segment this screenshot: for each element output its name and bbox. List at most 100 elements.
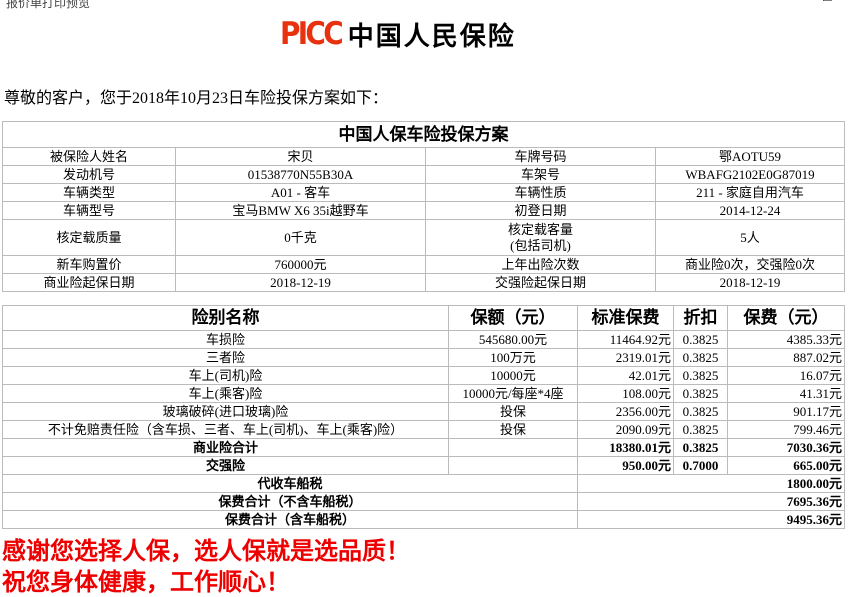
- field-value: 商业险0次，交强险0次: [655, 255, 845, 274]
- standard-premium: 11464.92元: [577, 330, 674, 349]
- field-value: 宝马BMW X6 35i越野车: [175, 201, 426, 220]
- logo-name: 中国人民保险: [347, 21, 516, 52]
- discount: 0.3825: [673, 402, 728, 421]
- field-label: 交强险起保日期: [425, 273, 656, 292]
- wish-message: 祝您身体健康，工作顺心！: [2, 570, 290, 596]
- label: 代收车船税: [2, 474, 578, 493]
- field-label: 新车购置价: [2, 255, 176, 274]
- label: 商业险合计: [2, 438, 449, 457]
- standard-premium: 42.01元: [577, 366, 674, 385]
- close-button[interactable]: ✕: [850, 0, 860, 4]
- premium: 901.17元: [727, 402, 845, 421]
- coverage-name: 车上(乘客)险: [2, 384, 449, 403]
- logo-brand: PICC: [280, 16, 344, 52]
- info-row: 新车购置价 760000元 上年出险次数 商业险0次，交强险0次: [2, 255, 845, 274]
- discount: 0.3825: [673, 438, 728, 457]
- field-label: 车牌号码: [425, 147, 656, 166]
- field-value: 2018-12-19: [655, 273, 845, 292]
- total-incl-tax-row: 保费合计（含车船税） 9495.36元: [2, 510, 845, 529]
- empty-cell: [448, 438, 578, 457]
- standard-premium: 2319.01元: [577, 348, 674, 367]
- field-label: 初登日期: [425, 201, 656, 220]
- coverage-name: 不计免赔责任险（含车损、三者、车上(司机)、车上(乘客)险）: [2, 420, 449, 439]
- field-label: 商业险起保日期: [2, 273, 176, 292]
- empty-cell: [448, 456, 578, 475]
- field-value: 宋贝: [175, 147, 426, 166]
- insured-amount: 10000元: [448, 366, 578, 385]
- field-label: 车辆类型: [2, 183, 176, 202]
- field-value: 01538770N55B30A: [175, 165, 426, 184]
- window-title: 报价单打印预览: [6, 0, 91, 10]
- value: 9495.36元: [577, 510, 845, 529]
- field-value: 2014-12-24: [655, 201, 845, 220]
- standard-premium: 108.00元: [577, 384, 674, 403]
- compulsory-row: 交强险 950.00元 0.7000 665.00元: [2, 456, 845, 475]
- field-value: 0千克: [175, 219, 426, 256]
- vehicle-tax-row: 代收车船税 1800.00元: [2, 474, 845, 493]
- minimize-button[interactable]: —: [800, 0, 812, 4]
- field-label: 车辆型号: [2, 201, 176, 220]
- field-value: 211 - 家庭自用汽车: [655, 183, 845, 202]
- premium: 665.00元: [727, 456, 845, 475]
- value: 1800.00元: [577, 474, 845, 493]
- discount: 0.3825: [673, 420, 728, 439]
- column-header: 险别名称: [2, 305, 449, 331]
- standard-premium: 2356.00元: [577, 402, 674, 421]
- field-label: 发动机号: [2, 165, 176, 184]
- standard-premium: 2090.09元: [577, 420, 674, 439]
- coverage-header-row: 险别名称 保额（元） 标准保费 折扣 保费（元）: [2, 305, 845, 331]
- field-label: 被保险人姓名: [2, 147, 176, 166]
- coverage-name: 车损险: [2, 330, 449, 349]
- premium: 41.31元: [727, 384, 845, 403]
- field-value: 2018-12-19: [175, 273, 426, 292]
- premium: 7030.36元: [727, 438, 845, 457]
- total-excl-tax-row: 保费合计（不含车船税） 7695.36元: [2, 492, 845, 511]
- field-value: 5人: [655, 219, 845, 256]
- insured-amount: 100万元: [448, 348, 578, 367]
- greeting-text: 尊敬的客户，您于2018年10月23日车险投保方案如下：: [4, 90, 389, 107]
- maximize-button[interactable]: ☐: [822, 0, 833, 4]
- info-row: 商业险起保日期 2018-12-19 交强险起保日期 2018-12-19: [2, 273, 845, 292]
- info-row: 车辆类型 A01 - 客车 车辆性质 211 - 家庭自用汽车: [2, 183, 845, 202]
- premium: 887.02元: [727, 348, 845, 367]
- thanks-message: 感谢您选择人保，选人保就是选品质！: [2, 539, 410, 565]
- info-row: 核定载质量 0千克 核定载客量 (包括司机) 5人: [2, 219, 845, 256]
- value: 7695.36元: [577, 492, 845, 511]
- discount: 0.3825: [673, 366, 728, 385]
- label: 交强险: [2, 456, 449, 475]
- picc-logo: PICC 中国人民保险: [280, 16, 516, 52]
- discount: 0.3825: [673, 330, 728, 349]
- insured-amount: 投保: [448, 402, 578, 421]
- insured-amount: 545680.00元: [448, 330, 578, 349]
- discount: 0.3825: [673, 384, 728, 403]
- coverage-table: 险别名称 保额（元） 标准保费 折扣 保费（元） 车损险 545680.00元 11464.…: [2, 305, 845, 529]
- field-label: 车架号: [425, 165, 656, 184]
- commercial-total-row: 商业险合计 18380.01元 0.3825 7030.36元: [2, 438, 845, 457]
- coverage-name: 车上(司机)险: [2, 366, 449, 385]
- coverage-row: 车上(乘客)险 10000元/每座*4座 108.00元 0.3825 41.31元: [2, 384, 845, 403]
- insured-amount: 10000元/每座*4座: [448, 384, 578, 403]
- field-value: WBAFG2102E0G87019: [655, 165, 845, 184]
- window-titlebar: 报价单打印预览 — ☐ ✕: [0, 0, 865, 10]
- coverage-row: 车损险 545680.00元 11464.92元 0.3825 4385.33元: [2, 330, 845, 349]
- premium: 16.07元: [727, 366, 845, 385]
- field-label: 核定载客量 (包括司机): [425, 219, 656, 256]
- field-value: 760000元: [175, 255, 426, 274]
- label: 保费合计（含车船税）: [2, 510, 578, 529]
- coverage-name: 三者险: [2, 348, 449, 367]
- column-header: 保额（元）: [448, 305, 578, 331]
- vehicle-info-table: 中国人保车险投保方案 被保险人姓名 宋贝 车牌号码 鄂AOTU59 发动机号 015387…: [2, 121, 845, 292]
- column-header: 标准保费: [577, 305, 674, 331]
- table-title: 中国人保车险投保方案: [2, 121, 845, 148]
- coverage-row: 车上(司机)险 10000元 42.01元 0.3825 16.07元: [2, 366, 845, 385]
- info-row: 发动机号 01538770N55B30A 车架号 WBAFG2102E0G87019: [2, 165, 845, 184]
- coverage-name: 玻璃破碎(进口玻璃)险: [2, 402, 449, 421]
- discount: 0.7000: [673, 456, 728, 475]
- label: 保费合计（不含车船税）: [2, 492, 578, 511]
- insured-amount: 投保: [448, 420, 578, 439]
- coverage-row: 玻璃破碎(进口玻璃)险 投保 2356.00元 0.3825 901.17元: [2, 402, 845, 421]
- field-label: 上年出险次数: [425, 255, 656, 274]
- standard-premium: 18380.01元: [577, 438, 674, 457]
- standard-premium: 950.00元: [577, 456, 674, 475]
- field-label: 核定载质量: [2, 219, 176, 256]
